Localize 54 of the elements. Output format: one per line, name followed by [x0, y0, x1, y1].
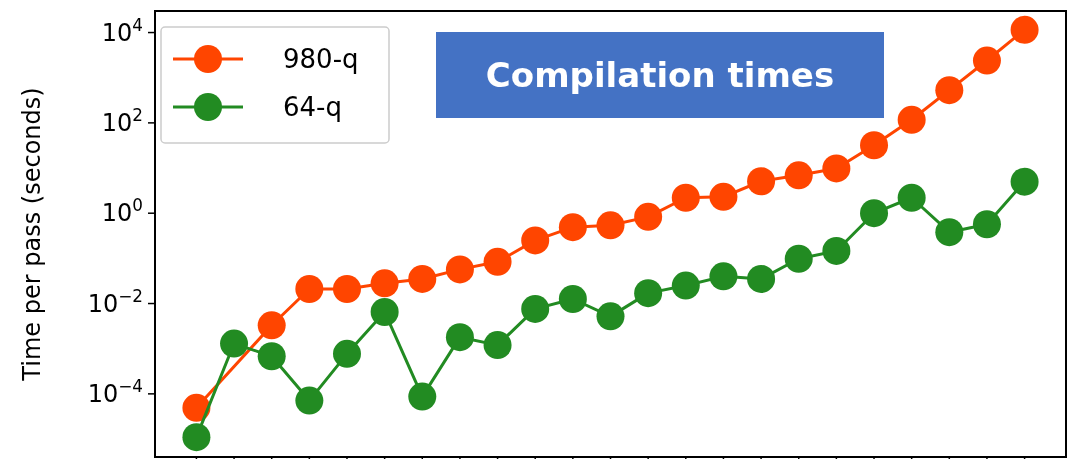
point [370, 297, 399, 326]
point [671, 183, 700, 212]
point [634, 202, 663, 231]
point [709, 262, 738, 291]
point [558, 213, 587, 242]
point [596, 211, 625, 240]
point [521, 294, 550, 323]
point [257, 342, 286, 371]
point [370, 269, 399, 298]
point [747, 264, 776, 293]
point [897, 183, 926, 212]
legend-label: 980-q [283, 44, 359, 74]
y-tick-label: 10$^{−2}$ [87, 285, 143, 318]
point [596, 302, 625, 331]
point [784, 244, 813, 273]
legend-label: 64-q [283, 92, 342, 122]
point [822, 154, 851, 183]
point [521, 226, 550, 255]
point [671, 271, 700, 300]
point [558, 285, 587, 313]
point [445, 323, 474, 352]
point [822, 236, 851, 265]
point [784, 161, 813, 190]
point [445, 255, 474, 284]
point [220, 329, 249, 358]
point [860, 199, 889, 228]
y-tick-label: 10$^{−4}$ [87, 375, 143, 408]
point [295, 386, 324, 415]
text: Compilation times [485, 55, 835, 95]
point [408, 382, 437, 411]
point [408, 264, 437, 293]
y-tick-label: 10$^{4}$ [101, 14, 143, 47]
point [972, 46, 1001, 75]
point [897, 105, 926, 134]
point [935, 76, 964, 105]
point [332, 274, 361, 303]
y-tick-label: 10$^{0}$ [101, 195, 143, 228]
point [634, 279, 663, 308]
point [972, 210, 1001, 239]
point [182, 423, 211, 452]
point [483, 331, 512, 360]
point [182, 393, 211, 422]
point [935, 218, 964, 247]
point [709, 182, 738, 211]
point [1010, 15, 1039, 44]
point [295, 274, 324, 303]
point [332, 339, 361, 368]
y-tick-label: 10$^{2}$ [101, 104, 143, 137]
point [257, 311, 286, 340]
point [1010, 167, 1039, 196]
y-axis-title: Time per pass (seconds) [18, 87, 46, 382]
point [860, 131, 889, 160]
point [747, 167, 776, 196]
point [483, 247, 512, 276]
